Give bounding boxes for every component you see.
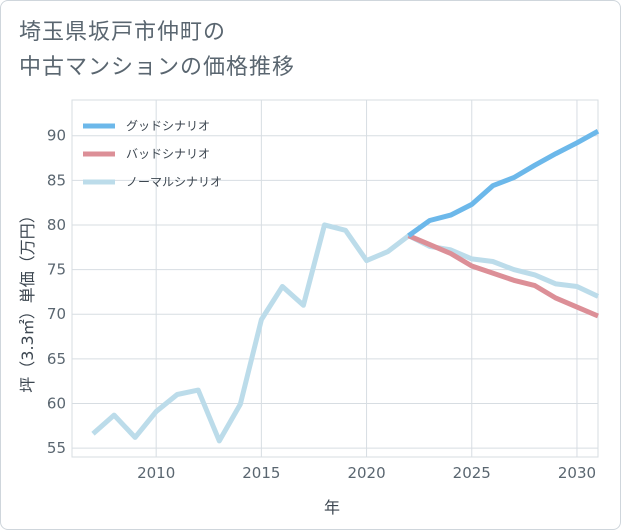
- legend-label-1: バッドシナリオ: [126, 147, 210, 161]
- series-line-1: [407, 233, 599, 319]
- plot-frame: [71, 99, 599, 458]
- chart-title: 埼玉県坂戸市仲町の 中古マンションの価格推移: [19, 15, 439, 85]
- legend-label-0: グッドシナリオ: [126, 119, 210, 133]
- x-tick-label: 2030: [558, 464, 596, 482]
- y-tick-label: 70: [47, 305, 66, 323]
- y-tick-label: 90: [47, 127, 66, 145]
- chart-title-line-2: 中古マンションの価格推移: [19, 55, 296, 80]
- y-axis-title: 坪（3.3㎡）単価（万円）: [18, 207, 37, 392]
- y-tick-label: 80: [47, 216, 66, 234]
- x-tick-label: 2020: [347, 464, 385, 482]
- legend-label-2: ノーマルシナリオ: [126, 175, 222, 189]
- x-tick-label: 2015: [242, 464, 280, 482]
- series-line-0: [407, 129, 600, 238]
- series-lines: [91, 129, 600, 444]
- x-tick-label: 2025: [453, 464, 491, 482]
- series-line-2: [91, 222, 600, 444]
- x-axis-title: 年: [324, 498, 340, 517]
- y-tick-label: 85: [47, 171, 66, 189]
- y-tick-label: 60: [47, 394, 66, 412]
- axes: 2010 2015 2020 2025 2030 55 60 65 70 75 80 85 90: [47, 127, 596, 482]
- chart-title-line-1: 埼玉県坂戸市仲町の: [19, 20, 227, 45]
- y-tick-label: 55: [47, 439, 66, 457]
- grid: [71, 99, 599, 458]
- x-tick-label: 2010: [137, 464, 175, 482]
- y-tick-label: 75: [47, 261, 66, 279]
- y-tick-label: 65: [47, 350, 66, 368]
